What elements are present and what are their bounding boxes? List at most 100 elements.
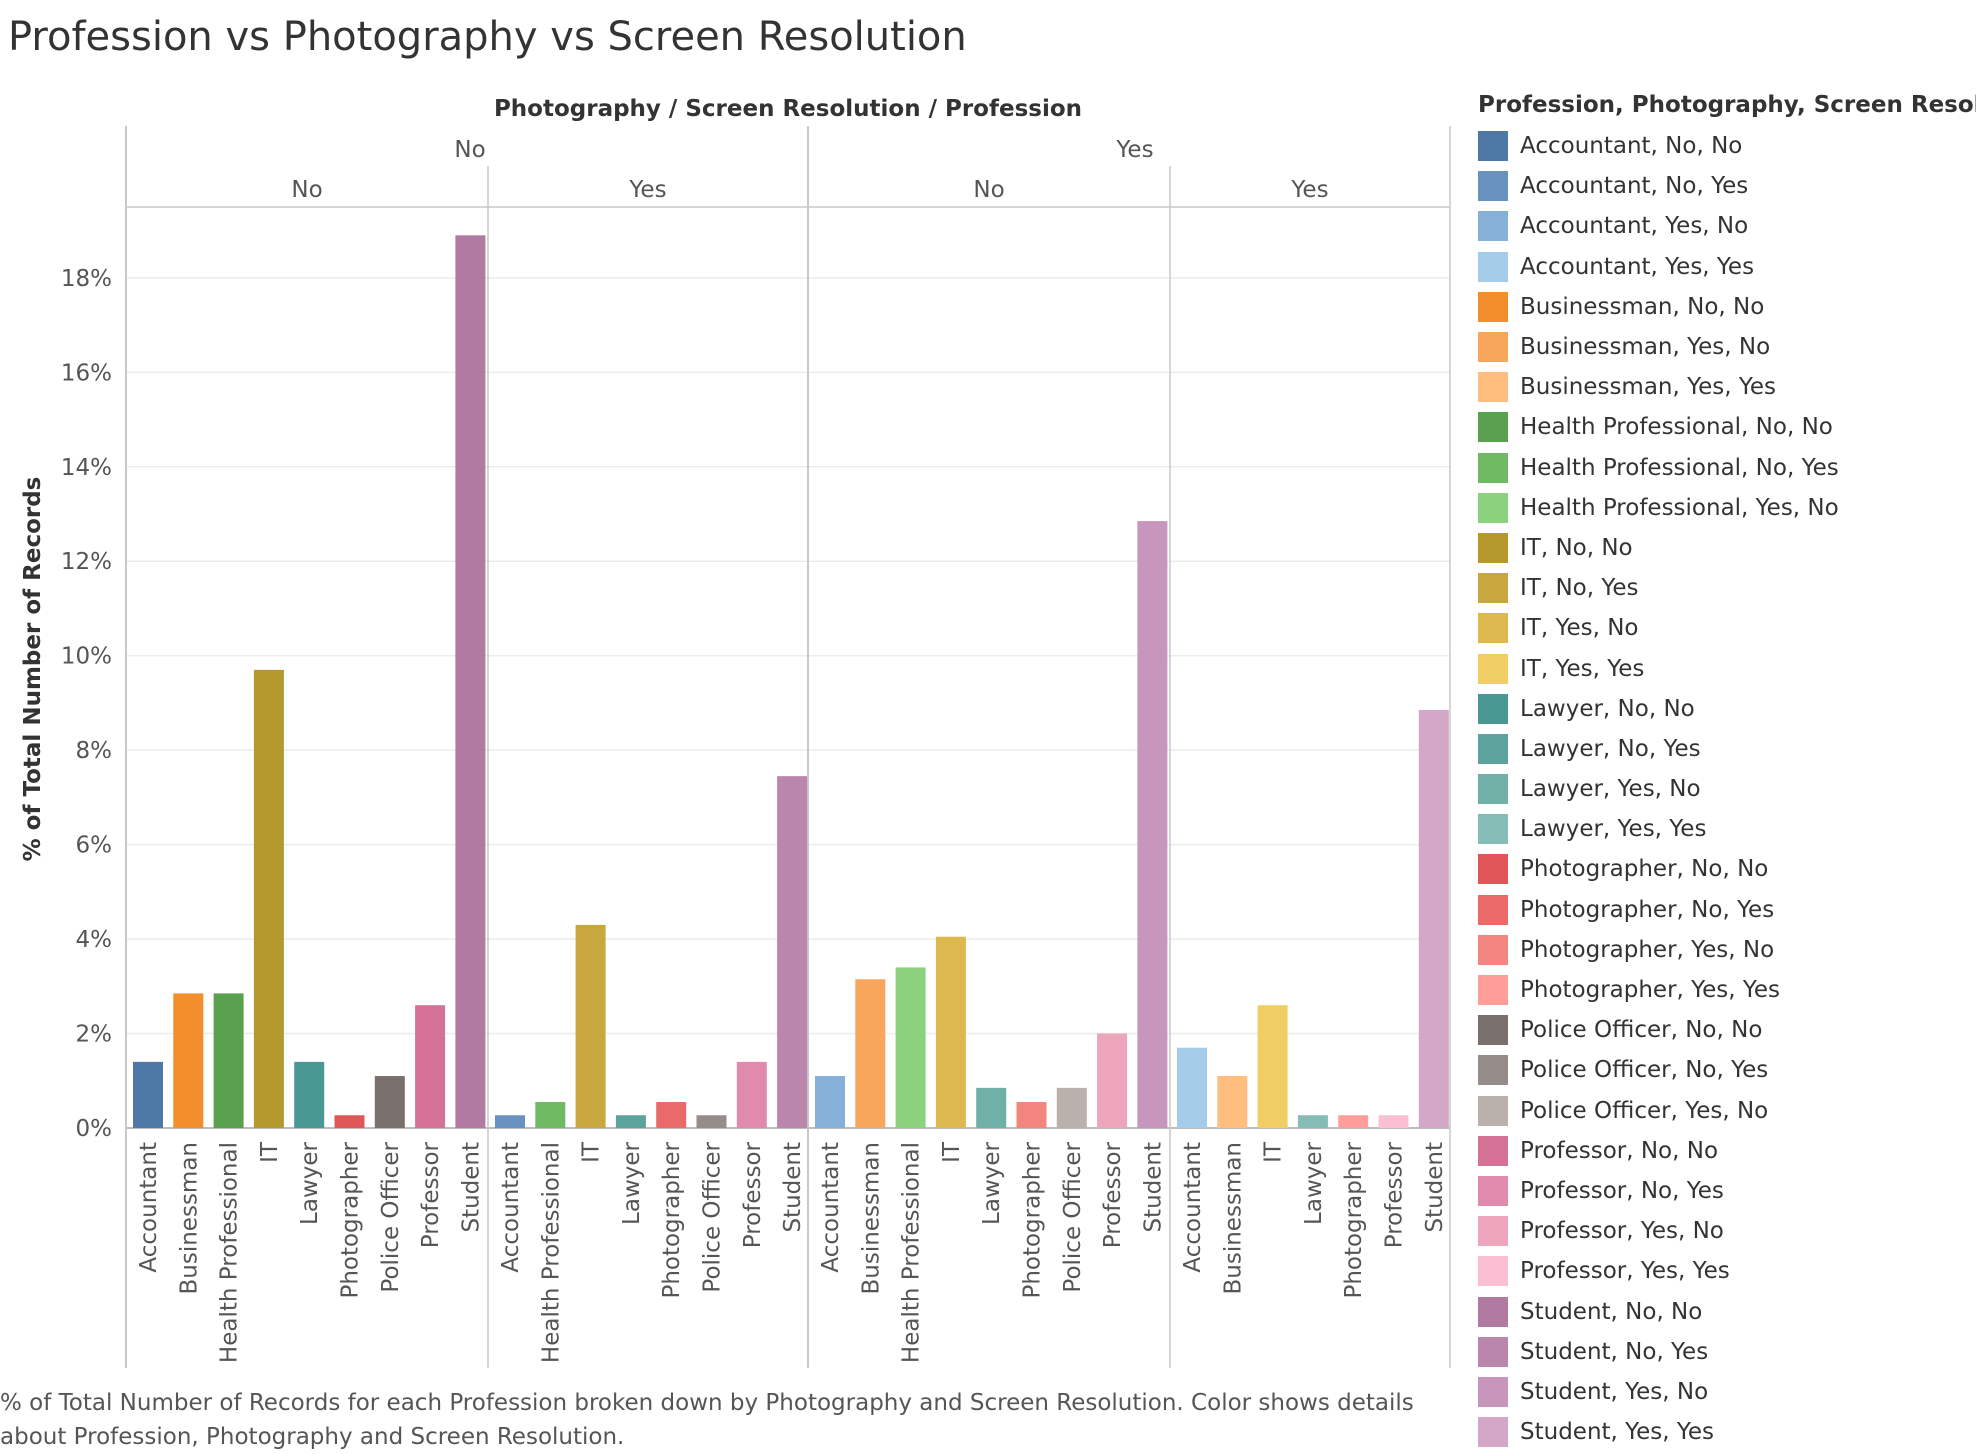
bar xyxy=(935,936,966,1128)
legend-item[interactable]: Student, Yes, Yes xyxy=(1478,1412,1973,1452)
bar xyxy=(1338,1115,1369,1128)
y-tick-label: 8% xyxy=(76,738,113,764)
legend-label: Professor, Yes, No xyxy=(1520,1218,1724,1245)
legend-item[interactable]: Accountant, No, Yes xyxy=(1478,166,1973,206)
legend-swatch xyxy=(1478,412,1508,443)
legend-item[interactable]: Lawyer, No, No xyxy=(1478,689,1973,729)
legend-label: Professor, Yes, Yes xyxy=(1520,1258,1730,1285)
legend-label: Photographer, Yes, No xyxy=(1520,936,1775,963)
legend-item[interactable]: IT, Yes, No xyxy=(1478,608,1973,648)
bar xyxy=(1056,1087,1087,1128)
x-tick-label: Professor xyxy=(740,1141,766,1248)
legend-swatch xyxy=(1478,291,1508,322)
legend-label: IT, No, No xyxy=(1520,534,1633,561)
legend-item[interactable]: Accountant, Yes, Yes xyxy=(1478,247,1973,287)
y-tick-label: 10% xyxy=(61,644,112,670)
legend-item[interactable]: Lawyer, Yes, No xyxy=(1478,769,1973,809)
legend-label: Businessman, No, No xyxy=(1520,293,1765,320)
legend-label: Police Officer, Yes, No xyxy=(1520,1097,1769,1124)
legend-label: Accountant, Yes, Yes xyxy=(1520,253,1755,280)
bar xyxy=(415,1005,446,1128)
legend-item[interactable]: Professor, No, No xyxy=(1478,1131,1973,1171)
legend-item[interactable]: Lawyer, No, Yes xyxy=(1478,729,1973,769)
legend-item[interactable]: IT, No, No xyxy=(1478,528,1973,568)
x-tick-label: IT xyxy=(257,1141,283,1163)
legend-item[interactable]: Professor, Yes, No xyxy=(1478,1211,1973,1251)
legend-label: Police Officer, No, No xyxy=(1520,1017,1763,1044)
legend-label: Lawyer, Yes, No xyxy=(1520,776,1701,803)
x-tick-label: Student xyxy=(780,1142,806,1233)
x-tick-label: Police Officer xyxy=(700,1141,726,1292)
legend-label: Student, Yes, No xyxy=(1520,1378,1709,1405)
x-tick-label: IT xyxy=(939,1141,965,1163)
panel-header-screen-resolution: Yes xyxy=(1290,177,1328,203)
legend-item[interactable]: Lawyer, Yes, Yes xyxy=(1478,809,1973,849)
legend-label: Lawyer, Yes, Yes xyxy=(1520,816,1707,843)
legend-label: Businessman, Yes, No xyxy=(1520,334,1771,361)
legend-item[interactable]: Photographer, No, Yes xyxy=(1478,890,1973,930)
legend-item[interactable]: Businessman, No, No xyxy=(1478,287,1973,327)
y-tick-label: 18% xyxy=(61,266,112,292)
legend-item[interactable]: Student, No, Yes xyxy=(1478,1332,1973,1372)
legend-item[interactable]: Professor, Yes, Yes xyxy=(1478,1251,1973,1291)
legend-item[interactable]: Photographer, No, No xyxy=(1478,849,1973,889)
legend-label: IT, Yes, Yes xyxy=(1520,655,1645,682)
bar xyxy=(495,1115,525,1128)
legend-swatch xyxy=(1478,934,1508,965)
legend-item[interactable]: Student, Yes, No xyxy=(1478,1372,1973,1412)
legend-item[interactable]: Photographer, Yes, No xyxy=(1478,930,1973,970)
legend-label: Accountant, No, No xyxy=(1520,133,1743,160)
legend-swatch xyxy=(1478,452,1508,483)
legend-swatch xyxy=(1478,774,1508,805)
legend-swatch xyxy=(1478,894,1508,925)
legend-item[interactable]: Photographer, Yes, Yes xyxy=(1478,970,1973,1010)
legend-item[interactable]: Police Officer, Yes, No xyxy=(1478,1091,1973,1131)
legend-item[interactable]: IT, Yes, Yes xyxy=(1478,648,1973,688)
x-tick-label: Professor xyxy=(1100,1141,1126,1248)
bar xyxy=(895,967,926,1128)
bar xyxy=(855,979,886,1128)
bar xyxy=(133,1061,163,1128)
legend-swatch xyxy=(1478,1256,1508,1287)
legend-label: Police Officer, No, Yes xyxy=(1520,1057,1769,1084)
bar xyxy=(294,1061,325,1128)
legend-label: Student, No, Yes xyxy=(1520,1338,1709,1365)
bar xyxy=(656,1102,687,1128)
bar xyxy=(1217,1076,1248,1128)
legend-item[interactable]: Businessman, Yes, No xyxy=(1478,327,1973,367)
x-tick-label: Police Officer xyxy=(378,1141,404,1292)
bar xyxy=(1097,1033,1128,1128)
legend-label: Health Professional, No, No xyxy=(1520,414,1833,441)
legend-item[interactable]: Health Professional, No, Yes xyxy=(1478,448,1973,488)
legend-item[interactable]: Police Officer, No, Yes xyxy=(1478,1050,1973,1090)
x-tick-label: Professor xyxy=(418,1141,444,1248)
legend-item[interactable]: IT, No, Yes xyxy=(1478,568,1973,608)
x-tick-label: Lawyer xyxy=(297,1141,323,1224)
legend-item[interactable]: Professor, No, Yes xyxy=(1478,1171,1973,1211)
bar xyxy=(1177,1047,1207,1128)
legend-item[interactable]: Health Professional, No, No xyxy=(1478,407,1973,447)
chart-title: Profession vs Photography vs Screen Reso… xyxy=(8,14,967,60)
bar xyxy=(374,1076,405,1128)
legend-label: IT, No, Yes xyxy=(1520,575,1639,602)
legend-swatch xyxy=(1478,653,1508,684)
legend-swatch xyxy=(1478,492,1508,523)
legend-swatch xyxy=(1478,1376,1508,1407)
bar xyxy=(535,1102,566,1128)
legend-item[interactable]: Health Professional, Yes, No xyxy=(1478,488,1973,528)
legend-item[interactable]: Accountant, No, No xyxy=(1478,126,1973,166)
legend-swatch xyxy=(1478,1175,1508,1206)
x-tick-label: Photographer xyxy=(659,1141,685,1298)
legend-items: Accountant, No, No Accountant, No, Yes Acc… xyxy=(1478,126,1973,1452)
legend-swatch xyxy=(1478,975,1508,1006)
x-tick-label: Health Professional xyxy=(538,1142,564,1363)
legend-item[interactable]: Businessman, Yes, Yes xyxy=(1478,367,1973,407)
legend-item[interactable]: Accountant, Yes, No xyxy=(1478,206,1973,246)
header-title: Photography / Screen Resolution / Profes… xyxy=(494,96,1082,122)
legend-swatch xyxy=(1478,733,1508,764)
legend-item[interactable]: Student, No, No xyxy=(1478,1291,1973,1331)
x-tick-label: Accountant xyxy=(818,1142,844,1273)
legend-item[interactable]: Police Officer, No, No xyxy=(1478,1010,1973,1050)
x-tick-label: Lawyer xyxy=(1301,1141,1327,1224)
legend-swatch xyxy=(1478,1216,1508,1247)
